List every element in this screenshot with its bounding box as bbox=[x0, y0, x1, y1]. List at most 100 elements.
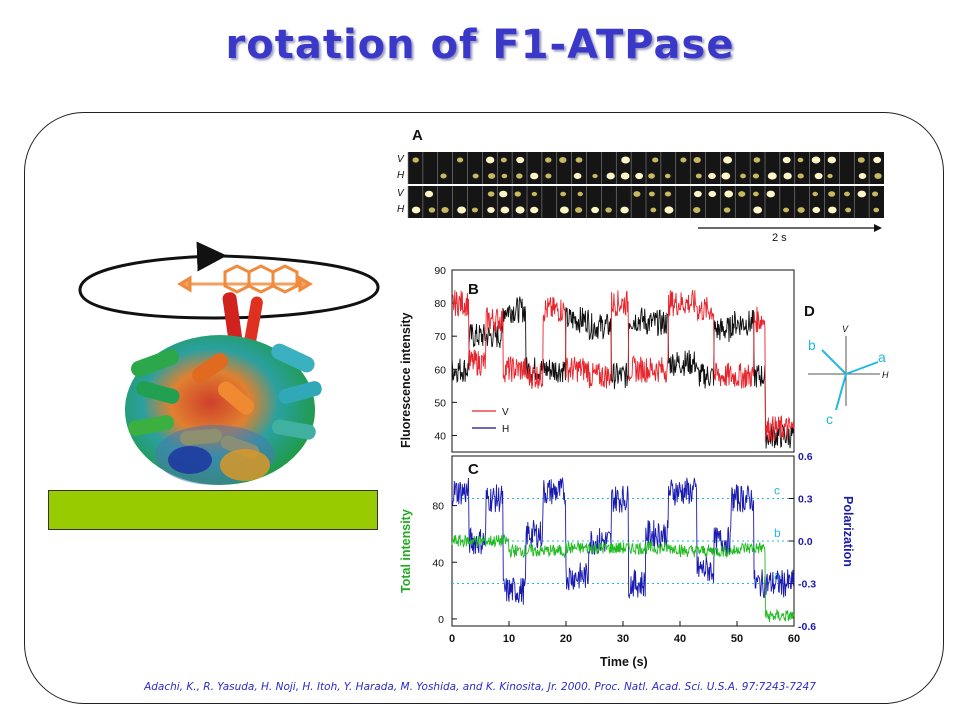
frame-spot bbox=[708, 190, 717, 198]
frame-spot bbox=[680, 157, 687, 163]
frame-spot bbox=[648, 173, 655, 179]
frame-spot bbox=[738, 191, 746, 197]
frame-spot bbox=[693, 207, 701, 213]
v-trace bbox=[451, 290, 795, 443]
c-ytick-right: -0.6 bbox=[798, 621, 816, 633]
frame-spot bbox=[693, 157, 701, 163]
panel-d-label: D bbox=[804, 303, 815, 320]
frame-spot bbox=[811, 156, 821, 164]
frame-spot bbox=[797, 207, 805, 213]
frame-spot bbox=[858, 172, 867, 180]
orientation-label-a: a bbox=[878, 349, 886, 365]
panel-b: Fluorescence intensity 90 80 70 60 50 40 B V … bbox=[399, 265, 795, 453]
frame-spot bbox=[723, 207, 731, 213]
frame-spot bbox=[559, 157, 567, 163]
frame-spot bbox=[783, 207, 790, 213]
frame-spot bbox=[828, 191, 836, 197]
frame-spot bbox=[708, 172, 716, 180]
frame-spot bbox=[635, 172, 643, 180]
frame-spot bbox=[456, 157, 464, 163]
c-xtick-label: 0 bbox=[449, 633, 455, 645]
frame-spot bbox=[487, 191, 495, 197]
frame-spot bbox=[721, 172, 731, 180]
frame-spot bbox=[424, 190, 434, 198]
row-label-v2: V bbox=[397, 188, 405, 199]
frame-spot bbox=[812, 206, 821, 214]
polarization-trace bbox=[451, 476, 795, 605]
frame-spot bbox=[664, 191, 672, 197]
frame-spot bbox=[620, 172, 630, 180]
c-ytick-right: -0.3 bbox=[798, 579, 816, 591]
frame-spot bbox=[574, 207, 583, 213]
frame-spot bbox=[873, 207, 880, 213]
panel-a-label: A bbox=[412, 127, 423, 144]
rotation-arrow bbox=[78, 241, 380, 320]
row-label-h1: H bbox=[397, 170, 405, 181]
reference-label: b bbox=[774, 526, 781, 540]
frame-spot bbox=[797, 157, 804, 163]
c-ytick-left: 0 bbox=[438, 614, 444, 626]
c-xtick-label: 30 bbox=[617, 633, 629, 645]
frame-spot bbox=[592, 173, 598, 179]
frame-spot bbox=[545, 157, 552, 163]
legend-v: V bbox=[502, 407, 509, 418]
frame-spot bbox=[752, 191, 759, 197]
frame-spot bbox=[797, 173, 804, 179]
panel-c-ylabel-right: Polarization bbox=[841, 496, 855, 567]
frame-spot bbox=[559, 206, 569, 214]
frame-spot bbox=[516, 173, 523, 179]
frame-spot bbox=[471, 207, 478, 213]
frame-spot bbox=[693, 190, 702, 198]
panel-b-legend: V H bbox=[472, 407, 509, 435]
frame-spot bbox=[857, 190, 867, 198]
frame-spot bbox=[753, 206, 763, 214]
frame-spot bbox=[485, 156, 495, 164]
frame-spot bbox=[827, 156, 837, 164]
c-ytick-right: 0.3 bbox=[798, 494, 813, 506]
frame-spot bbox=[472, 173, 479, 179]
b-ytick-label: 50 bbox=[434, 397, 446, 409]
frame-spot bbox=[874, 173, 882, 179]
axis-label-h: H bbox=[882, 370, 889, 380]
b-ytick-label: 60 bbox=[434, 364, 446, 376]
panel-d: D V H a b c bbox=[804, 303, 889, 427]
fluorophore bbox=[177, 264, 313, 294]
scale-bar-label: 2 s bbox=[772, 232, 787, 244]
orientation-label-c: c bbox=[826, 411, 833, 427]
frame-spot bbox=[605, 207, 612, 213]
frame-spot bbox=[457, 206, 467, 214]
c-ytick-right: 0.0 bbox=[798, 536, 813, 548]
frame-spot bbox=[812, 191, 818, 197]
frame-spot bbox=[620, 206, 629, 214]
c-xtick-label: 40 bbox=[674, 633, 686, 645]
legend-h: H bbox=[502, 424, 509, 435]
citation: Adachi, K., R. Yasuda, H. Noji, H. Itoh,… bbox=[144, 681, 816, 693]
c-xtick-label: 20 bbox=[560, 633, 572, 645]
panel-c-label: C bbox=[468, 461, 479, 478]
frame-spot bbox=[752, 173, 760, 179]
frame-spot bbox=[648, 191, 655, 197]
frame-spot bbox=[871, 191, 879, 197]
frame-spot bbox=[487, 206, 495, 214]
frame-spot bbox=[488, 173, 496, 179]
frame-spot bbox=[575, 157, 583, 163]
frame-spot bbox=[577, 191, 583, 197]
reference-label: c bbox=[774, 484, 780, 498]
frame-spot bbox=[723, 156, 733, 164]
b-ytick-label: 70 bbox=[434, 331, 446, 343]
frame-spot bbox=[782, 156, 791, 164]
panel-c-ylabel-left: Total intensity bbox=[399, 509, 413, 593]
h-trace bbox=[451, 296, 795, 449]
panel-c: Total intensity Polarization cba 804000.… bbox=[399, 451, 855, 669]
frame-spot bbox=[814, 172, 823, 180]
panel-a: A V H V H 2 s bbox=[397, 127, 884, 244]
frame-spot bbox=[845, 207, 852, 213]
frame-spot bbox=[844, 191, 850, 197]
frame-spot bbox=[516, 156, 525, 164]
frame-spot bbox=[441, 207, 449, 213]
frame-spot bbox=[621, 156, 630, 164]
frame-spot bbox=[767, 172, 777, 180]
frame-spot bbox=[500, 206, 510, 214]
c-ytick-left: 80 bbox=[432, 501, 444, 513]
frame-spot bbox=[827, 173, 833, 179]
